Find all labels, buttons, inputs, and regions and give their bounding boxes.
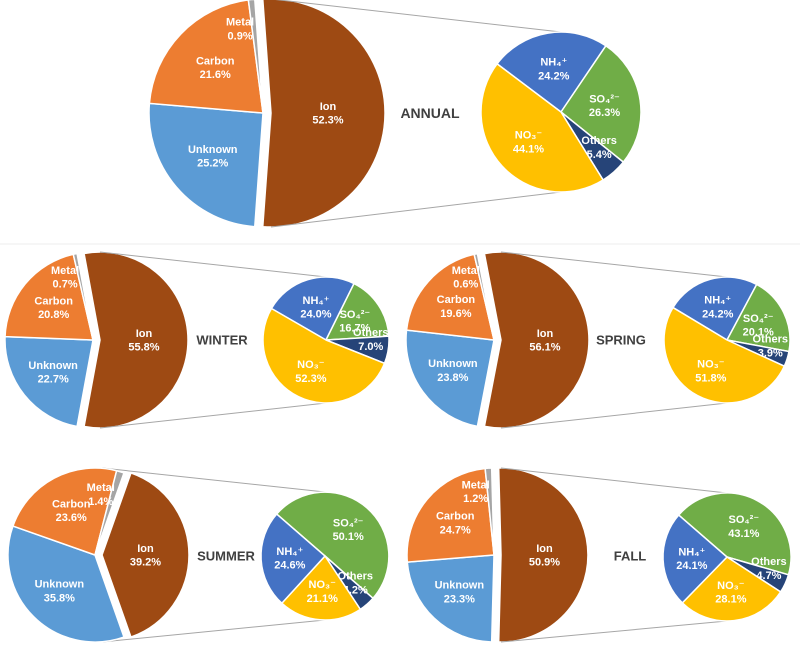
panel-summer: Ion 39.2% Unknown 35.8% Carbon 23.6%Metal 1.4%… bbox=[7, 467, 390, 643]
data-label-carbon: Carbon 20.8% bbox=[34, 295, 73, 321]
pie-slice-unknown bbox=[406, 554, 495, 643]
sub-pie-slice-so4 bbox=[559, 44, 642, 164]
sub-pie-slice-no3 bbox=[280, 554, 362, 621]
pie-slice-metal bbox=[247, 0, 264, 114]
sub-data-label-so4: SO₄²⁻ 20.1% bbox=[743, 313, 774, 339]
pie-slice-unknown bbox=[148, 102, 264, 228]
sub-pie-slice-no3 bbox=[480, 62, 605, 193]
connector-line-top bbox=[500, 251, 728, 278]
panel-fall: Ion 50.9% Unknown 23.3% Carbon 24.7% Metal 1.2%… bbox=[406, 467, 792, 643]
data-label-carbon: Carbon 21.6% bbox=[196, 55, 235, 81]
panel-spring: Ion 56.1% Unknown 23.8% Carbon 19.6% Metal 0.6%… bbox=[405, 251, 791, 429]
data-label-carbon: Carbon 19.6% bbox=[437, 294, 476, 320]
sub-data-label-nh4: NH₄⁺ 24.2% bbox=[538, 57, 569, 83]
sub-pie-slice-no3 bbox=[681, 556, 782, 622]
sub-pie-slice-so4 bbox=[275, 491, 390, 600]
panel-title: FALL bbox=[614, 549, 647, 564]
sub-data-label-others: Others 5.4% bbox=[581, 135, 616, 161]
data-label-ion: Ion 56.1% bbox=[529, 328, 560, 354]
data-label-metal: Metal 0.9% bbox=[226, 17, 254, 43]
panel-title: SUMMER bbox=[197, 549, 255, 564]
sub-pie-slice-no3 bbox=[663, 306, 786, 404]
sub-pie-slice-nh4 bbox=[496, 31, 607, 114]
panel-title: ANNUAL bbox=[400, 105, 460, 121]
data-label-metal: Metal 0.7% bbox=[51, 265, 79, 291]
pie-slice-ion bbox=[83, 251, 189, 429]
sub-data-label-no3: NO₃⁻ 28.1% bbox=[715, 580, 746, 606]
sub-data-label-no3: NO₃⁻ 52.3% bbox=[295, 359, 326, 385]
data-label-unknown: Unknown 23.3% bbox=[435, 580, 485, 606]
pie-slice-carbon bbox=[406, 467, 495, 563]
sub-pie-slice-so4 bbox=[677, 492, 792, 576]
sub-data-label-no3: NO₃⁻ 44.1% bbox=[513, 130, 544, 156]
panel-title: SPRING bbox=[596, 333, 646, 348]
pie-slice-ion bbox=[497, 467, 589, 643]
sub-data-label-others: Others 4.7% bbox=[751, 556, 786, 582]
connector-line-bottom bbox=[99, 402, 327, 429]
pie-slice-carbon bbox=[12, 467, 118, 556]
data-label-ion: Ion 39.2% bbox=[130, 543, 161, 569]
sub-data-label-nh4: NH₄⁺ 24.0% bbox=[300, 295, 331, 321]
sub-data-label-so4: SO₄²⁻ 16.7% bbox=[339, 309, 370, 335]
sub-data-label-no3: NO₃⁻ 21.1% bbox=[307, 579, 338, 605]
data-label-ion: Ion 50.9% bbox=[529, 543, 560, 569]
data-label-unknown: Unknown 22.7% bbox=[28, 360, 78, 386]
data-label-unknown: Unknown 23.8% bbox=[428, 358, 478, 384]
sub-data-label-no3: NO₃⁻ 51.8% bbox=[695, 359, 726, 385]
data-label-metal: Metal 1.4% bbox=[87, 482, 115, 508]
connector-line-top bbox=[500, 467, 728, 494]
data-label-unknown: Unknown 35.8% bbox=[35, 579, 85, 605]
data-label-carbon: Carbon 24.7% bbox=[436, 511, 475, 537]
connector-line-top bbox=[99, 251, 327, 278]
pie-slice-carbon bbox=[148, 0, 264, 114]
data-label-carbon: Carbon 23.6% bbox=[52, 499, 91, 525]
panel-title: WINTER bbox=[196, 333, 248, 348]
sub-pie-slice-nh4 bbox=[662, 513, 729, 604]
pie-slice-ion bbox=[101, 472, 190, 638]
sub-pie-slice-nh4 bbox=[260, 512, 327, 605]
data-label-metal: Metal 0.6% bbox=[452, 265, 480, 291]
data-label-metal: Metal 1.2% bbox=[462, 479, 490, 505]
sub-data-label-nh4: NH₄⁺ 24.6% bbox=[274, 546, 305, 572]
sub-pie-slice-no3 bbox=[262, 307, 386, 404]
pie-slice-metal bbox=[473, 252, 495, 341]
connector-line-top bbox=[101, 467, 326, 493]
panel-winter: Ion 55.8% Unknown 22.7% Carbon 20.8% Metal 0.7%… bbox=[4, 251, 390, 429]
sub-data-label-so4: SO₄²⁻ 50.1% bbox=[333, 518, 364, 544]
data-label-ion: Ion 55.8% bbox=[128, 328, 159, 354]
sub-data-label-others: Others 7.0% bbox=[353, 327, 388, 353]
pie-slice-ion bbox=[261, 0, 386, 228]
pie-slice-unknown bbox=[405, 329, 495, 428]
sub-data-label-so4: SO₄²⁻ 43.1% bbox=[728, 514, 759, 540]
connector-line-bottom bbox=[500, 620, 728, 643]
pie-slice-unknown bbox=[4, 335, 94, 428]
pie-slice-metal bbox=[72, 252, 94, 341]
sub-pie-slice-nh4 bbox=[671, 276, 758, 342]
connector-line-bottom bbox=[270, 191, 562, 228]
connector-line-bottom bbox=[500, 402, 728, 429]
pie-slice-carbon bbox=[405, 253, 495, 341]
connector-line-bottom bbox=[101, 619, 326, 643]
data-label-unknown: Unknown 25.2% bbox=[188, 144, 238, 170]
panel-annual: Ion 52.3% Unknown 25.2% Carbon 21.6% Metal 0.9%… bbox=[148, 0, 642, 228]
connector-line-top bbox=[275, 0, 562, 33]
sub-data-label-nh4: NH₄⁺ 24.1% bbox=[676, 546, 707, 572]
data-label-ion: Ion 52.3% bbox=[312, 101, 343, 127]
pie-slice-metal bbox=[484, 467, 495, 556]
sub-pie-slice-so4 bbox=[324, 282, 390, 341]
pie-slice-metal bbox=[94, 469, 125, 556]
pie-slice-carbon bbox=[4, 253, 94, 341]
sub-data-label-nh4: NH₄⁺ 24.2% bbox=[702, 295, 733, 321]
pie-slice-ion bbox=[483, 251, 590, 429]
sub-data-label-so4: SO₄²⁻ 26.3% bbox=[589, 93, 620, 119]
sub-pie-slice-so4 bbox=[725, 283, 791, 353]
